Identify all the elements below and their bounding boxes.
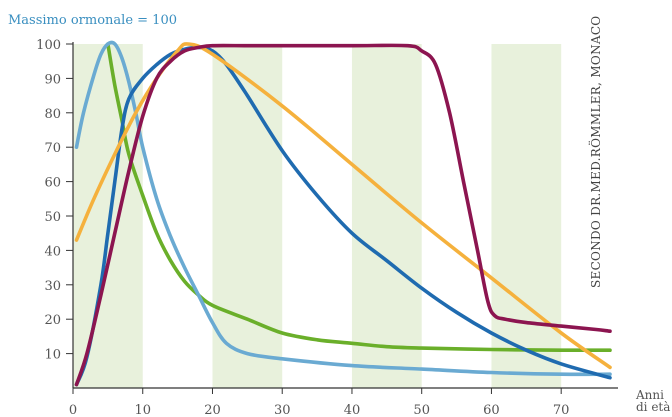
series-line-purple: [74, 43, 612, 387]
y-tick-label: 80: [44, 107, 61, 122]
axes: [66, 42, 618, 394]
y-tick-label: 90: [44, 72, 61, 87]
series-line-orange: [74, 42, 612, 370]
x-axis-label-line2: di età: [636, 400, 670, 414]
y-tick-label: 20: [44, 313, 61, 328]
band-3: [491, 44, 562, 388]
y-tick-label: 70: [44, 141, 61, 156]
x-tick-label: 10: [134, 403, 151, 417]
series-lines: [74, 40, 612, 387]
x-axis-label-line1: Anni: [635, 388, 664, 402]
source-credit: SECONDO DR.MED.RÖMMLER, MONACO: [587, 16, 603, 288]
x-tick-label: 0: [69, 403, 77, 417]
band-2: [351, 44, 422, 388]
series-line-dark-blue: [74, 45, 612, 387]
y-tick-label: 40: [44, 244, 61, 259]
x-tick-label: 20: [204, 403, 221, 417]
y-tick-label: 100: [36, 38, 61, 53]
series-line-green: [106, 42, 612, 353]
y-tick-label: 10: [44, 348, 61, 363]
x-tick-label: 30: [274, 403, 291, 417]
tick-labels: 10 20 30 40 50 60 70 80 90 100 0 10 20 30 40 50 60 70: [36, 38, 569, 417]
chart-title: Massimo ormonale = 100: [8, 13, 177, 28]
series-line-light-blue: [74, 40, 612, 377]
x-tick-label: 70: [553, 403, 570, 417]
x-tick-label: 40: [344, 403, 361, 417]
y-tick-label: 60: [44, 176, 61, 191]
background-bands: [73, 44, 562, 388]
x-tick-label: 50: [413, 403, 430, 417]
y-tick-label: 30: [44, 279, 61, 294]
x-tick-label: 60: [483, 403, 500, 417]
y-tick-label: 50: [44, 210, 61, 225]
